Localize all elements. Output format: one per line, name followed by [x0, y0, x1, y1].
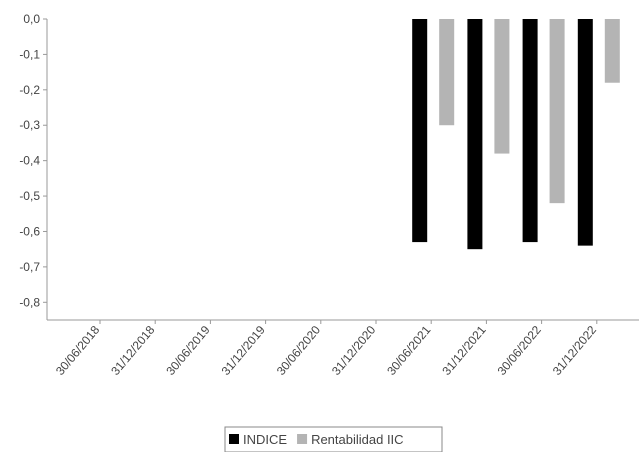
y-tick-label: -0,5 [19, 189, 40, 203]
y-tick-label: -0,3 [19, 118, 40, 132]
bar [439, 19, 455, 126]
y-tick-label: -0,6 [19, 224, 40, 238]
x-tick-label: 30/06/2022 [495, 323, 545, 378]
legend-box [224, 426, 443, 452]
y-tick-label: -0,8 [19, 295, 40, 309]
bar [577, 19, 593, 246]
bar [412, 19, 428, 243]
x-tick-label: 30/06/2018 [53, 323, 103, 378]
legend-label: INDICE [243, 432, 287, 447]
x-tick-label: 31/12/2022 [550, 323, 600, 378]
x-tick-label: 31/12/2019 [219, 323, 269, 378]
y-tick-label: -0,2 [19, 83, 40, 97]
y-tick-label: -0,7 [19, 260, 40, 274]
x-tick-label: 31/12/2021 [439, 323, 489, 378]
bar [494, 19, 510, 154]
y-tick-label: -0,4 [19, 154, 40, 168]
bar [522, 19, 538, 243]
x-tick-label: 30/06/2021 [384, 323, 434, 378]
x-tick-label: 31/12/2020 [329, 323, 379, 378]
x-tick-label: 30/06/2020 [274, 323, 324, 378]
bar [467, 19, 483, 250]
y-tick-label: 0,0 [23, 12, 40, 26]
y-tick-label: -0,1 [19, 47, 40, 61]
bar [549, 19, 565, 204]
legend-swatch [297, 434, 308, 444]
x-tick-label: 30/06/2019 [163, 323, 213, 378]
x-tick-label: 31/12/2018 [108, 323, 158, 378]
legend-swatch [229, 434, 239, 444]
bar [604, 19, 620, 83]
legend-label: Rentabilidad IIC [311, 432, 404, 447]
